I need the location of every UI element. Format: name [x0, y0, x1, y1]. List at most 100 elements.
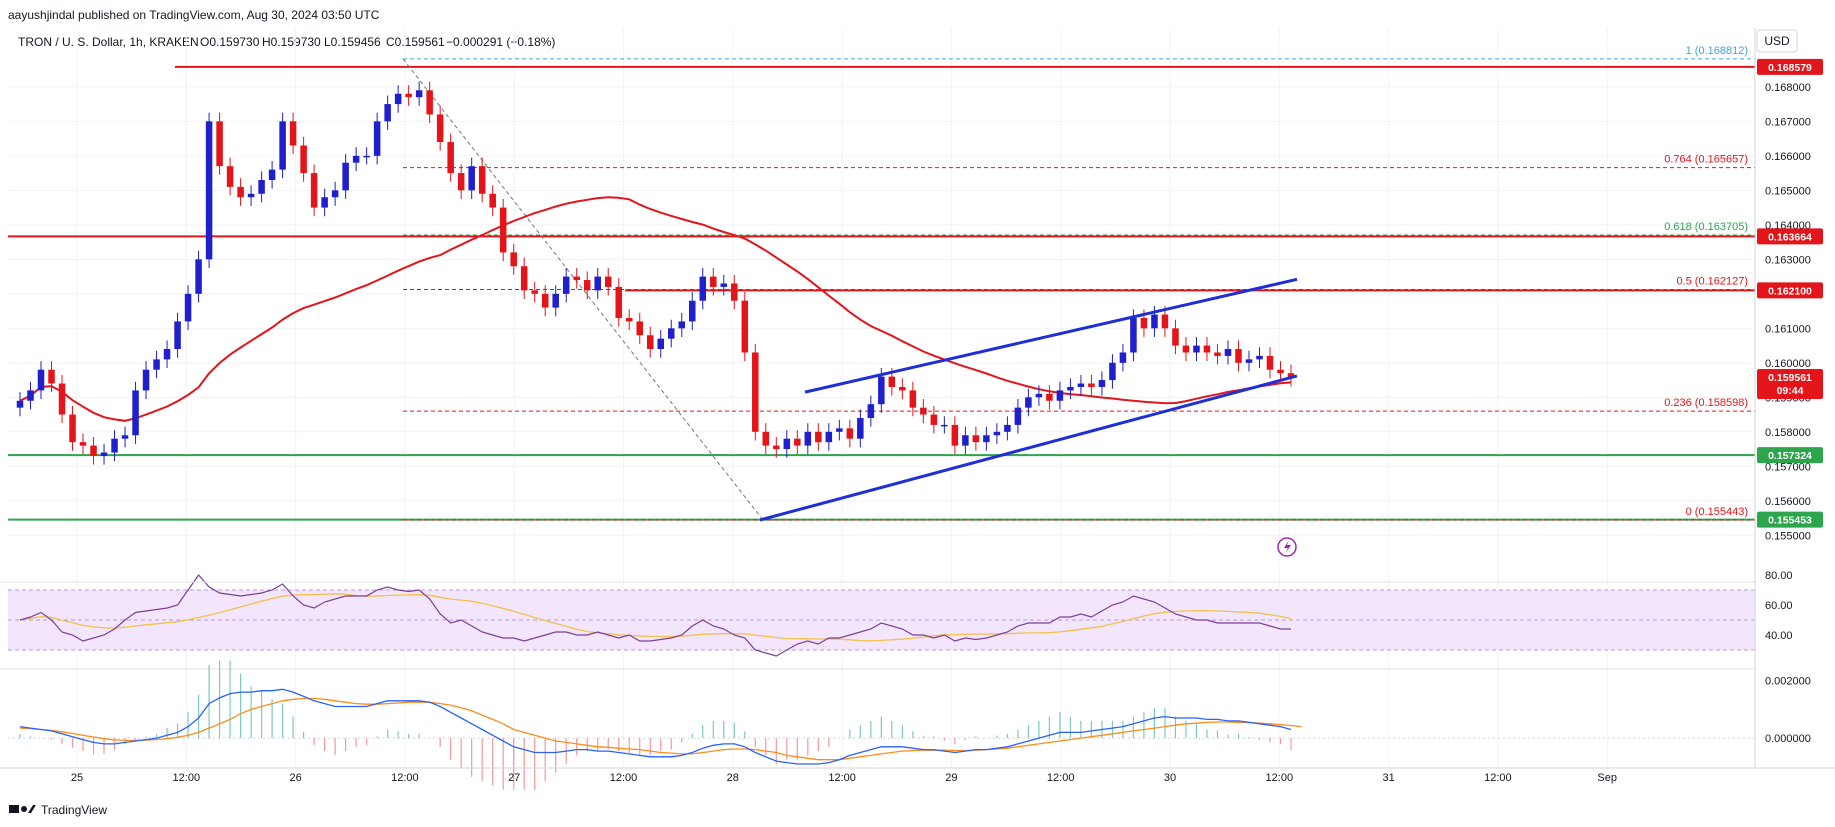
candle-body: [1088, 383, 1095, 387]
candle-body: [636, 321, 644, 336]
fib-level-label: 0.5 (0.162127): [1676, 275, 1748, 287]
candle-body: [867, 404, 875, 419]
last-price-label: 0.159561: [1768, 372, 1812, 384]
ohlc-legend: TRON / U. S. Dollar, 1h, KRAKEN O0.15973…: [18, 35, 555, 49]
candle-body: [1235, 349, 1242, 363]
price-tick-label: 0.163000: [1765, 254, 1811, 266]
candle-body: [16, 400, 24, 408]
candle-body: [1266, 355, 1274, 370]
candle-body: [667, 328, 675, 339]
candle-body: [583, 280, 591, 291]
candle-body: [594, 276, 601, 291]
candle-body: [909, 390, 917, 408]
candle-body: [79, 442, 87, 446]
moving-average-line: [19, 196, 1292, 422]
currency-badge[interactable]: [1756, 29, 1798, 53]
candle-body: [132, 390, 139, 436]
lightning-icon[interactable]: [1277, 537, 1297, 557]
price-tick-label: 0.167000: [1765, 116, 1811, 128]
fib-level-label: 0.764 (0.165657): [1664, 154, 1748, 166]
candle-body: [489, 193, 496, 208]
candle-body: [1203, 345, 1211, 353]
macd-pane: [8, 660, 1755, 790]
candle-body: [237, 186, 244, 198]
close-value: C0.159561: [386, 35, 445, 49]
candle-body: [678, 321, 686, 329]
time-tick-label: 12:00: [828, 772, 856, 784]
candle-body: [247, 193, 255, 198]
candle-body: [363, 155, 370, 158]
candle-body: [615, 286, 622, 318]
candle-body: [510, 252, 517, 267]
candle-body: [962, 435, 969, 446]
candle-body: [321, 197, 328, 208]
candle-body: [573, 276, 580, 281]
price-tags: 0.168579 0.163664 0.162100 0.157324 0.155453…: [1757, 58, 1823, 528]
candle-body: [731, 283, 738, 301]
price-tick-label: 0.165000: [1765, 185, 1811, 197]
moving-average-path: [19, 196, 1292, 422]
candle-body: [37, 369, 45, 391]
candle-body: [1025, 397, 1032, 408]
candle-body: [69, 414, 76, 443]
candle-body: [604, 276, 612, 287]
price-tag-label: 0.162100: [1768, 285, 1812, 297]
candle-body: [1277, 369, 1284, 374]
time-tick-label: 29: [945, 772, 957, 784]
candle-body: [415, 90, 423, 98]
price-tag-box: [1757, 282, 1823, 299]
price-tag-box: [1757, 228, 1823, 245]
published-line: aayushjindal published on TradingView.co…: [8, 8, 380, 22]
candle-body: [836, 428, 843, 432]
channel-lower-line: [759, 374, 1298, 522]
candle-body: [58, 383, 66, 415]
candle-body: [1067, 386, 1074, 391]
price-tag-label: 0.168579: [1768, 62, 1812, 74]
candle-body: [1077, 383, 1085, 387]
candle-body: [562, 276, 570, 294]
change-value: −0.000291 (−0.18%): [446, 35, 555, 49]
candle-body: [174, 321, 181, 350]
time-tick-label: 12:00: [1266, 772, 1294, 784]
candle-body: [1256, 355, 1263, 360]
candle-body: [1245, 359, 1253, 363]
candle-body: [646, 335, 654, 350]
candle-body: [27, 390, 34, 401]
countdown-label: 09:44: [1777, 385, 1804, 397]
candle-body: [531, 290, 538, 294]
time-tick-label: 12:00: [391, 772, 419, 784]
candle-body: [226, 166, 234, 187]
candle-body: [258, 179, 265, 194]
candle-body: [1161, 314, 1169, 329]
candle-body: [625, 317, 633, 322]
price-tag-box: [1757, 447, 1823, 464]
candle-body: [657, 338, 665, 350]
rsi-pane: [0, 574, 1755, 670]
candle-body: [499, 207, 507, 253]
fibonacci-retracement: 1 (0.168812) 0.764 (0.165657) 0.618 (0.163…: [402, 45, 1755, 521]
candle-body: [846, 428, 854, 439]
fib-level-label: 0.236 (0.158598): [1664, 397, 1748, 409]
time-tick-label: 28: [727, 772, 739, 784]
candle-body: [762, 431, 770, 446]
candle-body: [689, 300, 696, 322]
candle-body: [300, 145, 307, 174]
candle-body: [426, 90, 433, 115]
candle-body: [878, 376, 885, 405]
macd-signal-line: [19, 697, 1302, 761]
candle-body: [1119, 352, 1127, 363]
time-axis[interactable]: 25 12:00 26 12:00 27 12:00 28 12:00 29 12:00 30 12:…: [71, 772, 1617, 784]
candle-body: [699, 276, 707, 301]
candle-body: [1098, 380, 1106, 387]
price-tick-label: 0.157000: [1765, 461, 1811, 473]
macd-line: [19, 688, 1292, 765]
candle-body: [941, 424, 948, 427]
candle-body: [111, 438, 118, 453]
candle-body: [888, 376, 896, 387]
price-tick-label: 0.155000: [1765, 530, 1811, 542]
time-tick-label: 25: [71, 772, 83, 784]
fib-level-label: 0.618 (0.163705): [1664, 221, 1748, 233]
candle-body: [342, 162, 349, 191]
candle-body: [289, 121, 297, 146]
